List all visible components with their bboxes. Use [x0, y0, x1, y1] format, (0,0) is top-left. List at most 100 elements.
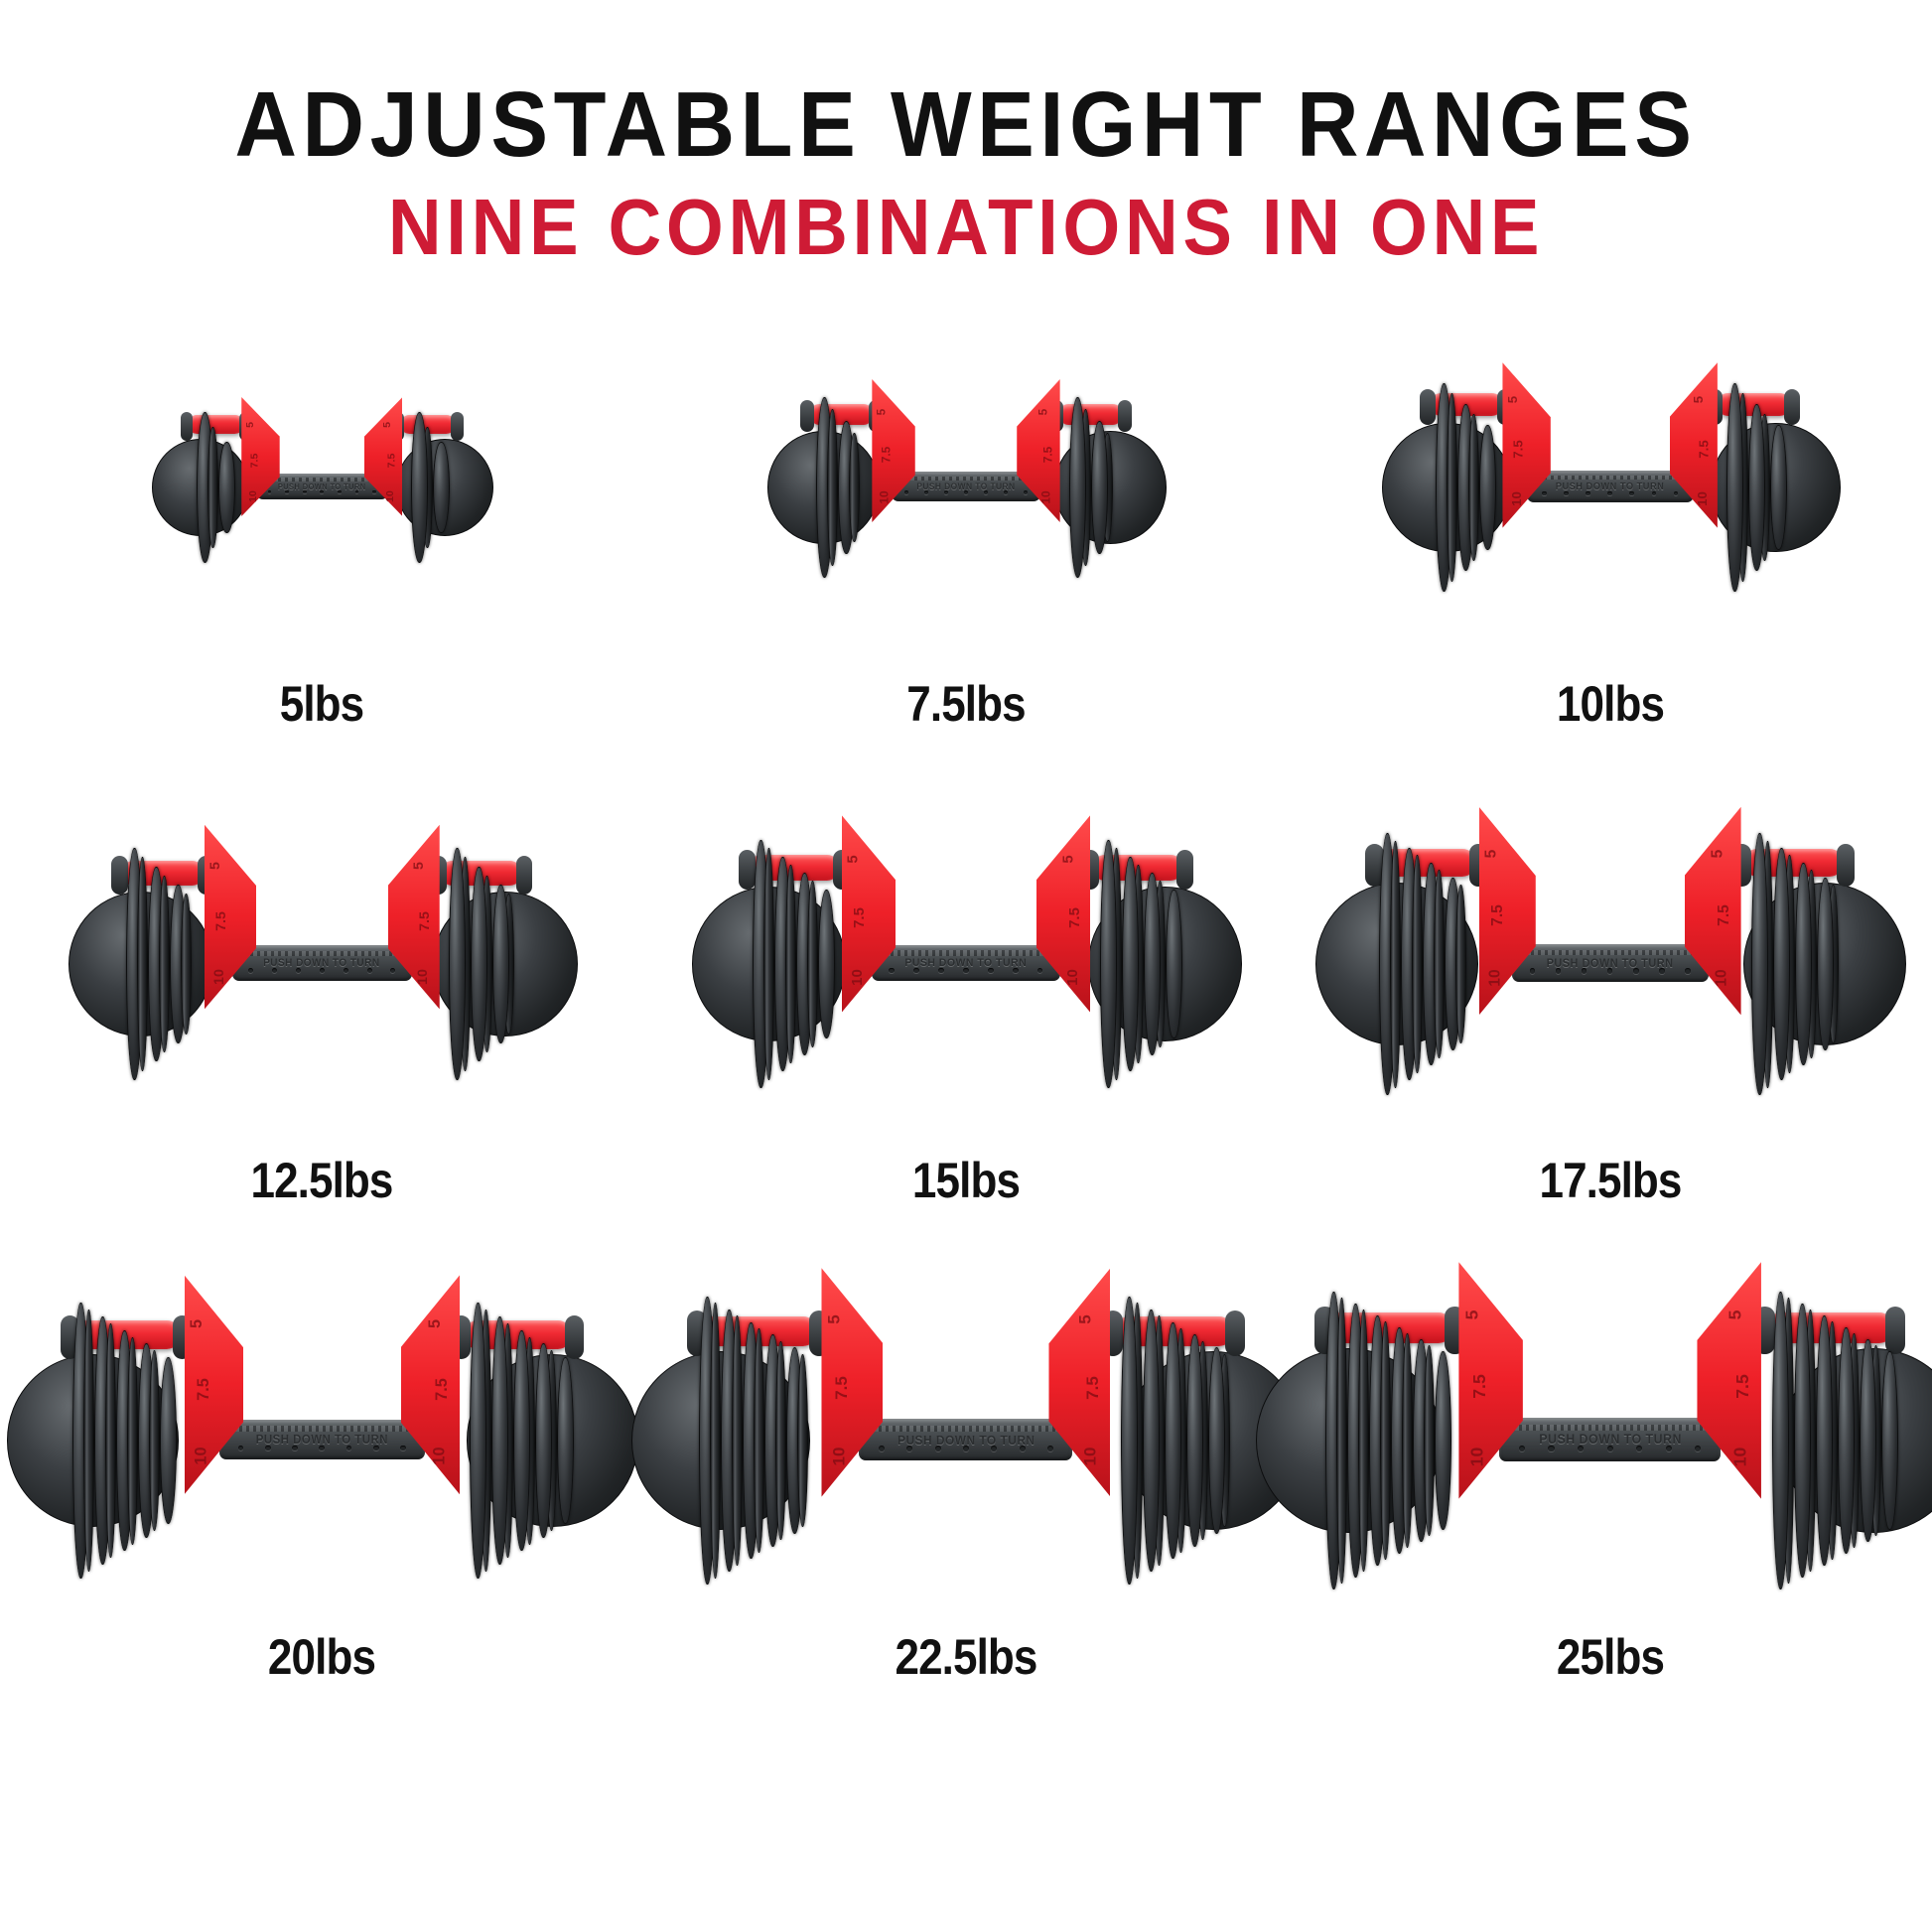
weight-label: 12.5lbs: [250, 1153, 394, 1208]
dumbbell-cell[interactable]: 5 7.5 10 PUSH DOWN TO TURN 5 7.5 10 15lbs: [644, 774, 1289, 1251]
weight-plate: [1434, 1350, 1451, 1531]
weight-plate: [1837, 1326, 1855, 1555]
dumbbell-handle[interactable]: PUSH DOWN TO TURN: [859, 1419, 1073, 1460]
weight-plate: [159, 875, 171, 1053]
weight-plate: [1185, 1334, 1203, 1547]
weight-plate: [535, 1343, 553, 1538]
handle-knurl-texture: [263, 478, 380, 482]
weight-plate: [1771, 1292, 1789, 1589]
weight-selector-dial[interactable]: [188, 415, 245, 434]
weight-plate: [127, 1336, 139, 1545]
weight-plate: [1479, 424, 1497, 551]
weight-plate: [492, 885, 510, 1043]
adjustable-dumbbell: 5 7.5 10 PUSH DOWN TO TURN 5 7.5 10: [1255, 1262, 1932, 1607]
adjustable-dumbbell: 5 7.5 10 PUSH DOWN TO TURN 5 7.5 10: [691, 815, 1243, 1106]
dumbbell-handle[interactable]: PUSH DOWN TO TURN: [1526, 470, 1694, 503]
handle-instruction-text: PUSH DOWN TO TURN: [263, 956, 381, 969]
dumbbell-image: 5 7.5 10 PUSH DOWN TO TURN 5 7.5 10: [0, 1251, 644, 1628]
weight-plate-stack-right: [392, 397, 494, 576]
cone-body: [1478, 806, 1536, 1016]
dumbbell-cell[interactable]: 5 7.5 10 PUSH DOWN TO TURN 5 7.5 10 12.5lbs: [0, 774, 644, 1251]
handle-knurl-texture: [231, 1426, 413, 1432]
weight-plate-stack-left: [766, 382, 883, 591]
weight-plate: [1447, 393, 1458, 582]
dumbbell-handle[interactable]: PUSH DOWN TO TURN: [891, 472, 1041, 501]
dial-end-bracket: [1784, 388, 1800, 425]
weight-plate-stack-left: [630, 1282, 831, 1597]
handle-instruction-text: PUSH DOWN TO TURN: [1538, 1432, 1682, 1448]
dumbbell-handle[interactable]: PUSH DOWN TO TURN: [219, 1419, 425, 1460]
weight-plate: [557, 1357, 575, 1524]
red-cone-collar-right: 5 7.5 10: [1669, 362, 1718, 528]
weight-plate: [1335, 1297, 1347, 1585]
weight-plate: [207, 427, 219, 548]
weight-plate: [449, 848, 467, 1080]
weight-plate: [137, 857, 149, 1071]
adjustable-dumbbell: 5 7.5 10 PUSH DOWN TO TURN 5 7.5 10: [7, 1275, 639, 1596]
adjustable-dumbbell: 5 7.5 10 PUSH DOWN TO TURN 5 7.5 10: [1315, 806, 1907, 1113]
red-cone-collar-right: 5 7.5 10: [363, 397, 403, 516]
cone-body: [821, 1268, 884, 1497]
adjustable-dumbbell: 5 7.5 10 PUSH DOWN TO TURN 5 7.5 10: [68, 824, 578, 1098]
handle-grip-dots: [237, 1445, 406, 1451]
dial-end-bracket: [1884, 1306, 1906, 1354]
dumbbell-grid: 5 7.5 10 PUSH DOWN TO TURN 5 7.5 10 5lbs 5 7.5 10 P…: [0, 298, 1932, 1727]
dumbbell-cell[interactable]: 5 7.5 10 PUSH DOWN TO TURN 5 7.5 10 17.5lbs: [1288, 774, 1932, 1251]
dumbbell-cell[interactable]: 5 7.5 10 PUSH DOWN TO TURN 5 7.5 10 5lbs: [0, 298, 644, 774]
red-cone-collar-right: 5 7.5 10: [1684, 806, 1741, 1016]
red-cone-collar-left: 5 7.5 10: [1458, 1262, 1523, 1499]
weight-label: 17.5lbs: [1539, 1153, 1682, 1208]
dumbbell-image: 5 7.5 10 PUSH DOWN TO TURN 5 7.5 10: [644, 774, 1289, 1152]
weight-plate-stack-left: [7, 1288, 195, 1591]
weight-plate: [513, 1329, 531, 1552]
dial-end-bracket: [180, 412, 194, 441]
cone-body: [841, 815, 897, 1013]
weight-plate: [1815, 1314, 1833, 1567]
dumbbell-handle[interactable]: PUSH DOWN TO TURN: [232, 945, 412, 981]
red-cone-collar-right: 5 7.5 10: [1017, 379, 1060, 522]
weight-plate-stack-left: [691, 825, 852, 1101]
red-cone-collar-right: 5 7.5 10: [1035, 815, 1091, 1013]
weight-plate: [181, 894, 193, 1035]
weight-plate: [1454, 885, 1466, 1043]
weight-plate: [1859, 1338, 1876, 1543]
dial-end-bracket: [1836, 844, 1856, 887]
cone-body: [1017, 379, 1060, 522]
adjustable-dumbbell: 5 7.5 10 PUSH DOWN TO TURN 5 7.5 10: [630, 1268, 1304, 1602]
red-cone-collar-left: 5 7.5 10: [1478, 806, 1536, 1016]
weight-plate: [1357, 1309, 1369, 1573]
dumbbell-image: 5 7.5 10 PUSH DOWN TO TURN 5 7.5 10: [1288, 298, 1932, 675]
dial-end-bracket: [1175, 849, 1194, 891]
dumbbell-cell[interactable]: 5 7.5 10 PUSH DOWN TO TURN 5 7.5 10 25lbs: [1255, 1251, 1932, 1727]
handle-grip-dots: [1529, 968, 1691, 974]
weight-plate-stack-right: [450, 1288, 639, 1591]
weight-plate: [105, 1322, 117, 1559]
dial-end-bracket: [1365, 844, 1384, 887]
dumbbell-handle[interactable]: PUSH DOWN TO TURN: [1498, 1418, 1722, 1461]
dumbbell-handle[interactable]: PUSH DOWN TO TURN: [1511, 943, 1709, 983]
weight-plate: [1726, 383, 1744, 592]
weight-plate: [1772, 847, 1790, 1081]
handle-grip-dots: [878, 1445, 1054, 1451]
weight-selector-dial[interactable]: [1326, 1311, 1453, 1343]
dial-end-bracket: [451, 412, 464, 441]
cone-body: [1669, 362, 1718, 528]
weight-plate: [1090, 421, 1108, 554]
weight-plate: [218, 442, 236, 533]
dumbbell-cell[interactable]: 5 7.5 10 PUSH DOWN TO TURN 5 7.5 10 10lbs: [1288, 298, 1932, 774]
dumbbell-handle[interactable]: PUSH DOWN TO TURN: [872, 944, 1060, 982]
weight-plate: [1165, 889, 1182, 1039]
weight-label: 15lbs: [911, 1153, 1021, 1208]
dumbbell-cell[interactable]: 5 7.5 10 PUSH DOWN TO TURN 5 7.5 10 20lbs: [0, 1251, 644, 1727]
red-cone-collar-right: 5 7.5 10: [1697, 1262, 1761, 1499]
weight-plate: [818, 889, 836, 1039]
dumbbell-handle[interactable]: PUSH DOWN TO TURN: [255, 473, 388, 500]
red-cone-collar-left: 5 7.5 10: [821, 1268, 884, 1497]
weight-plate: [1379, 1320, 1391, 1561]
cone-body: [363, 397, 403, 516]
weight-plate: [710, 1303, 722, 1579]
dumbbell-cell[interactable]: 5 7.5 10 PUSH DOWN TO TURN 5 7.5 10 7.5lbs: [644, 298, 1289, 774]
dumbbell-cell[interactable]: 5 7.5 10 PUSH DOWN TO TURN 5 7.5 10 22.5lbs: [630, 1251, 1304, 1727]
weight-label: 10lbs: [1556, 676, 1665, 732]
weight-selector-dial[interactable]: [1057, 403, 1124, 425]
